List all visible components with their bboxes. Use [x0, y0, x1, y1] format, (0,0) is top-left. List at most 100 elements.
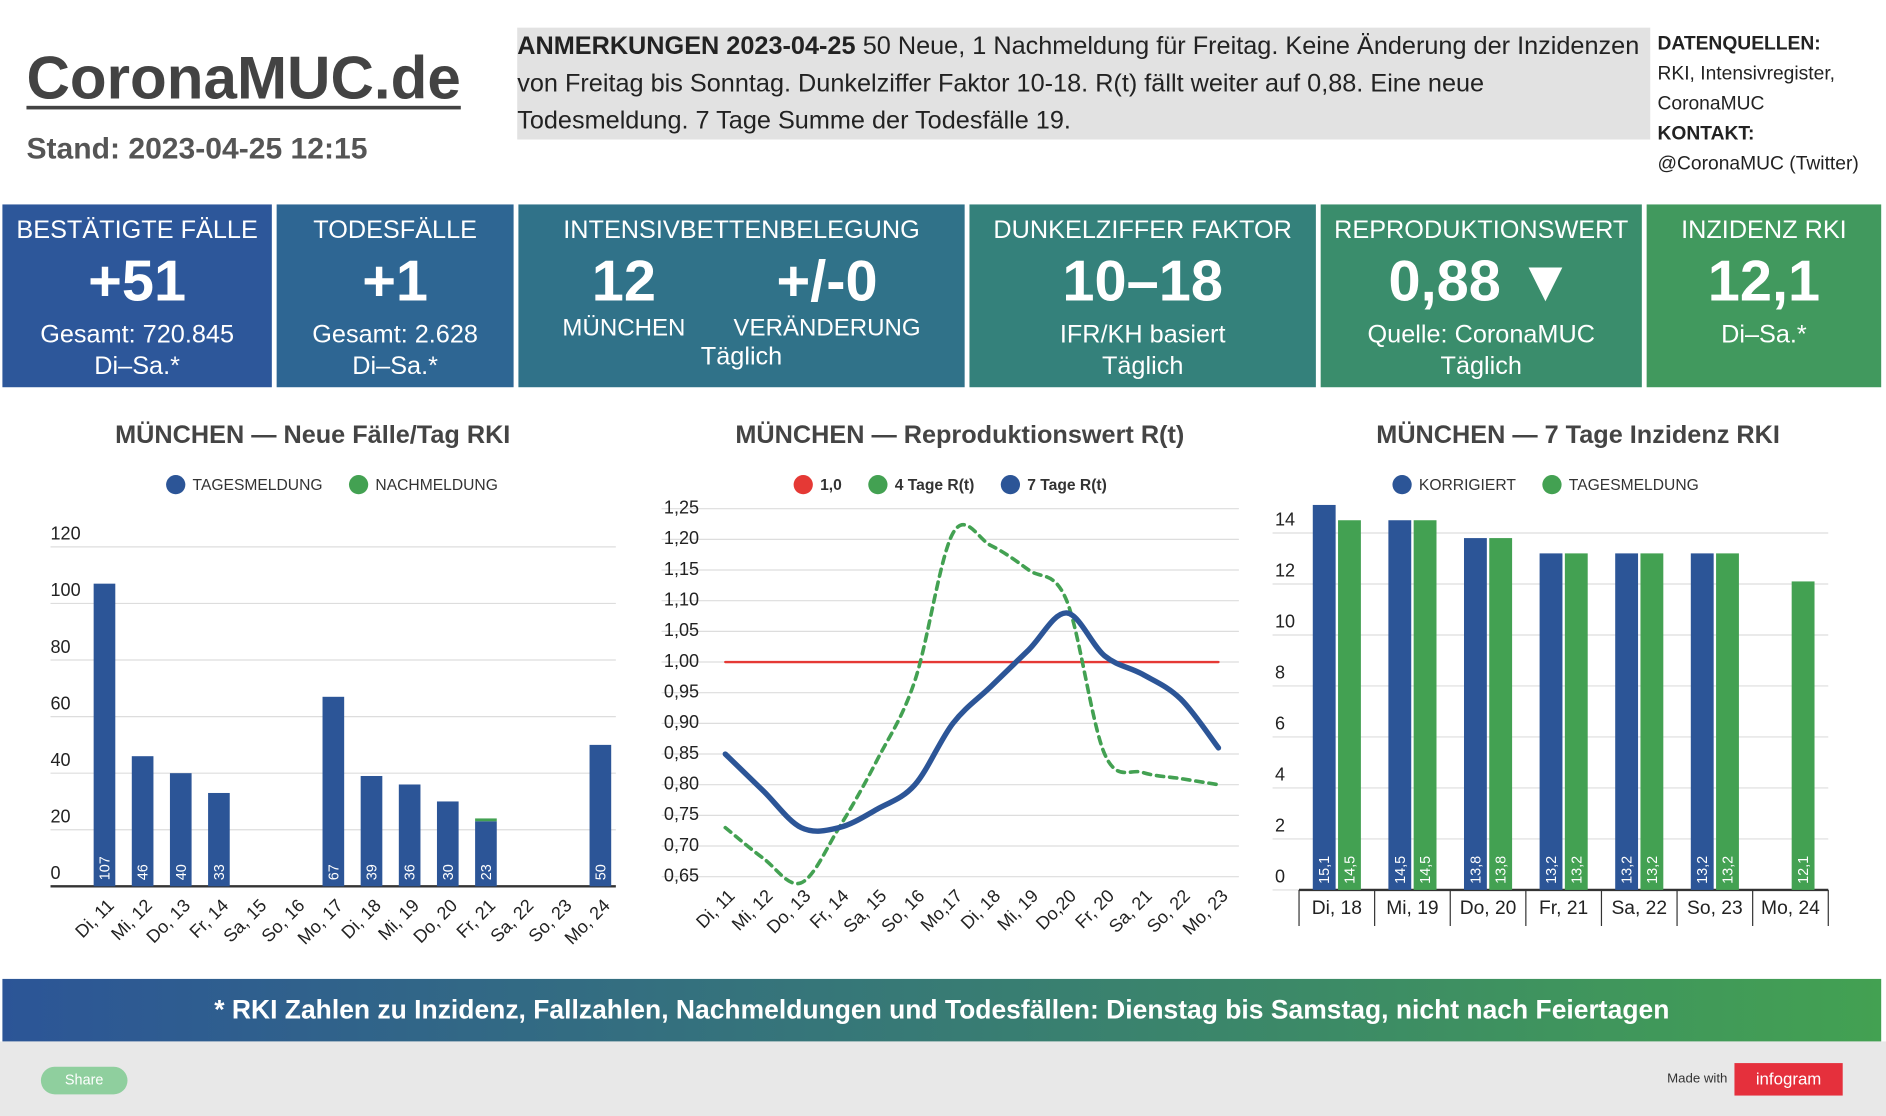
bar [589, 744, 612, 887]
legend-marker [1542, 475, 1562, 495]
bar [1489, 538, 1513, 890]
kpi-box: DUNKELZIFFER FAKTOR 10–18 IFR/KH basiert Tä… [969, 204, 1316, 388]
data-label: 30 [441, 864, 457, 880]
bar [93, 583, 116, 887]
kpi-box: TODESFÄLLE +1 Gesamt: 2.628 Di–Sa.* [276, 204, 514, 388]
data-label: 13,2 [1645, 856, 1661, 884]
kpi-value: +/-0 [776, 250, 878, 314]
legend-marker [166, 475, 186, 495]
notes: ANMERKUNGEN 2023-04-25 50 Neue, 1 Nachmel… [517, 27, 1651, 140]
x-tick-label: Di, 18 [957, 886, 1004, 933]
data-label: 40 [174, 864, 190, 880]
kpi-values: 10–18 [969, 245, 1315, 320]
data-label: 50 [593, 864, 609, 880]
data-label: 15,1 [1317, 856, 1333, 884]
site-title[interactable]: CoronaMUC.de [26, 44, 461, 112]
kpi-value: 12,1 [1707, 250, 1821, 314]
bar [360, 775, 383, 887]
kpi-line: Quelle: CoronaMUC [1367, 321, 1595, 349]
line-series [723, 523, 1221, 886]
legend-marker [793, 475, 813, 495]
share-button[interactable]: Share [40, 1066, 128, 1095]
kpi-values: 12,1 [1647, 245, 1882, 320]
contact: @CoronaMUC (Twitter) [1657, 153, 1859, 175]
bar [169, 773, 192, 887]
data-label: 14,5 [1393, 856, 1409, 884]
y-tick-label: 0 [51, 863, 61, 883]
kpi-line: IFR/KH basiert [1059, 321, 1226, 349]
y-tick-label: 40 [51, 750, 71, 770]
y-tick-label: 20 [51, 806, 71, 826]
data-label: 46 [136, 864, 152, 880]
bottom-bar [0, 1041, 1886, 1116]
notes-text: 50 Neue, 1 Nachmeldung für Freitag. Kein… [517, 32, 1640, 135]
y-tick-label: 10 [1275, 612, 1295, 632]
legend-marker [1000, 475, 1021, 495]
kpi-box: INZIDENZ RKI 12,1 Di–Sa.* [1646, 204, 1882, 388]
data-label: 39 [365, 864, 381, 880]
data-label: 13,2 [1620, 856, 1636, 884]
x-tick-label: Do, 20 [409, 895, 461, 947]
kpi-caption: MÜNCHEN [562, 315, 686, 342]
legend-marker [868, 475, 888, 495]
y-tick-label: 0,75 [664, 804, 699, 824]
bar [1413, 520, 1437, 890]
footer-note: * RKI Zahlen zu Inzidenz, Fallzahlen, Na… [2, 978, 1882, 1042]
bar [1388, 520, 1412, 890]
data-label: 12,1 [1796, 856, 1812, 884]
bar [1640, 553, 1664, 890]
y-tick-label: 4 [1275, 765, 1285, 785]
legend: TAGESMELDUNG NACHMELDUNG [166, 475, 498, 495]
bar [1463, 538, 1487, 890]
x-tick-label: Mo,17 [917, 886, 967, 936]
bar [208, 792, 230, 887]
charts: MÜNCHEN — Neue Fälle/Tag RKI TAGESMELDUNG… [51, 420, 1829, 948]
y-tick-label: 2 [1275, 816, 1285, 836]
kpi-value: 10–18 [1062, 250, 1223, 314]
x-tick-label: Mi, 19 [1386, 898, 1438, 919]
kpi-box: INTENSIVBETTENBELEGUNG 12 MÜNCHEN +/-0 VERÄN… [518, 204, 965, 388]
kpi-value-group: 0,88 ▼ [1388, 245, 1574, 320]
y-tick-label: 0 [1275, 867, 1285, 887]
kpi-line: Täglich [700, 342, 783, 371]
x-tick-label: Sa, 22 [1611, 898, 1667, 919]
legend-label: TAGESMELDUNG [193, 477, 323, 494]
y-tick-label: 100 [51, 580, 81, 600]
bar [1338, 520, 1361, 890]
stand: Stand: 2023-04-25 12:15 [26, 132, 368, 166]
chart-title: MÜNCHEN — Reproduktionswert R(t) [735, 420, 1184, 449]
y-tick-label: 1,05 [664, 620, 699, 640]
kpi-value-group: +/-0 VERÄNDERUNG [733, 245, 920, 341]
kpi-value: +51 [88, 250, 187, 314]
bar [1615, 553, 1639, 890]
brand-link[interactable]: infogram [1734, 1063, 1843, 1096]
kpi-box: REPRODUKTIONSWERT 0,88 ▼ Quelle: CoronaMUC… [1320, 204, 1642, 388]
bar [1564, 553, 1588, 890]
x-tick-label: Fr, 21 [1539, 898, 1588, 919]
data-label: 13,8 [1494, 856, 1510, 884]
legend: KORRIGIERT TAGESMELDUNG [1392, 475, 1699, 495]
y-tick-label: 1,25 [664, 497, 699, 517]
x-tick-label: Do,20 [1032, 886, 1080, 934]
data-label: 13,2 [1695, 856, 1711, 884]
kpi-row: BESTÄTIGTE FÄLLE +51 Gesamt: 720.845 Di–Sa.… [0, 204, 1886, 388]
legend-label: KORRIGIERT [1419, 477, 1516, 494]
sources: DATENQUELLEN: RKI, Intensivregister, Cor… [1657, 29, 1880, 179]
x-tick-label: Mi, 19 [993, 886, 1042, 935]
y-tick-label: 1,10 [664, 589, 699, 609]
kpi-value: 0,88 ▼ [1388, 250, 1575, 314]
y-tick-label: 0,85 [664, 743, 699, 763]
data-label: 13,2 [1569, 856, 1585, 884]
data-label: 14,5 [1418, 856, 1434, 884]
y-tick-label: 0,65 [664, 865, 699, 885]
kpi-line: Gesamt: 720.845 [40, 321, 235, 349]
kpi-values: +51 [2, 245, 271, 320]
legend-marker [1392, 475, 1412, 495]
kpi-label: INZIDENZ RKI [1681, 216, 1847, 245]
data-label: 107 [97, 856, 113, 880]
bar [1539, 553, 1563, 890]
bar [398, 784, 421, 887]
data-label: 13,2 [1721, 856, 1737, 884]
